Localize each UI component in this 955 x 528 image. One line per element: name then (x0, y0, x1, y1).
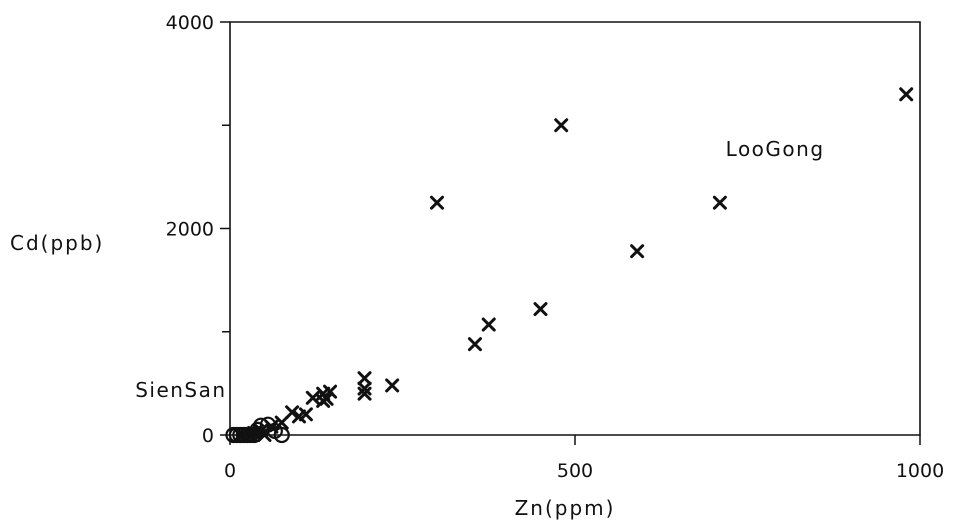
plot-frame (229, 21, 921, 436)
x-stroke (316, 393, 331, 408)
x-stroke (357, 381, 372, 396)
x-stroke (385, 378, 400, 393)
ticks: 0 2000 4000 0 500 1000 (166, 12, 945, 482)
annotations: LooGong SienSan (135, 137, 825, 402)
x-stroke (630, 244, 645, 259)
y-tick-label: 4000 (166, 12, 214, 34)
chart-labels: Cd(ppb) Zn(ppm) (10, 231, 616, 520)
x-tick-label: 0 (224, 460, 236, 482)
data-point-x (385, 378, 400, 393)
data-point-circle (225, 426, 242, 444)
data-point-x (467, 337, 482, 352)
axes (229, 21, 921, 436)
data-point-x (285, 405, 300, 420)
x-stroke (899, 87, 914, 102)
data-point-x (316, 393, 331, 408)
data-point-x (357, 381, 372, 396)
x-stroke (274, 415, 289, 430)
x-stroke (285, 405, 300, 420)
x-stroke (554, 118, 569, 133)
data-point-x (554, 118, 569, 133)
x-stroke (292, 409, 306, 424)
x-stroke (712, 195, 727, 210)
data-point-x (533, 302, 548, 317)
data-point-x (899, 87, 914, 102)
x-axis-label: Zn(ppm) (515, 496, 616, 520)
data-point-x (630, 244, 645, 259)
x-tick-label: 500 (557, 460, 593, 482)
data-point-x (430, 195, 444, 210)
y-tick-label: 2000 (166, 219, 214, 241)
x-stroke (467, 337, 482, 352)
data-marks (225, 87, 914, 444)
x-stroke (305, 390, 320, 405)
x-stroke (357, 386, 372, 401)
x-stroke (430, 195, 444, 210)
data-point-x (292, 409, 306, 424)
x-stroke (481, 317, 496, 332)
x-tick-label: 1000 (896, 460, 944, 482)
x-stroke (533, 302, 548, 317)
data-point-x (481, 317, 496, 332)
data-point-x (712, 195, 727, 210)
data-point-x (305, 390, 320, 405)
y-axis-label: Cd(ppb) (10, 231, 104, 255)
data-point-x (274, 415, 289, 430)
annotation-label: LooGong (726, 137, 825, 161)
data-point-x (357, 371, 372, 386)
y-tick-label: 0 (202, 425, 214, 447)
x-stroke (357, 371, 372, 386)
annotation-label: SienSan (135, 378, 226, 402)
data-point-x (357, 386, 372, 401)
